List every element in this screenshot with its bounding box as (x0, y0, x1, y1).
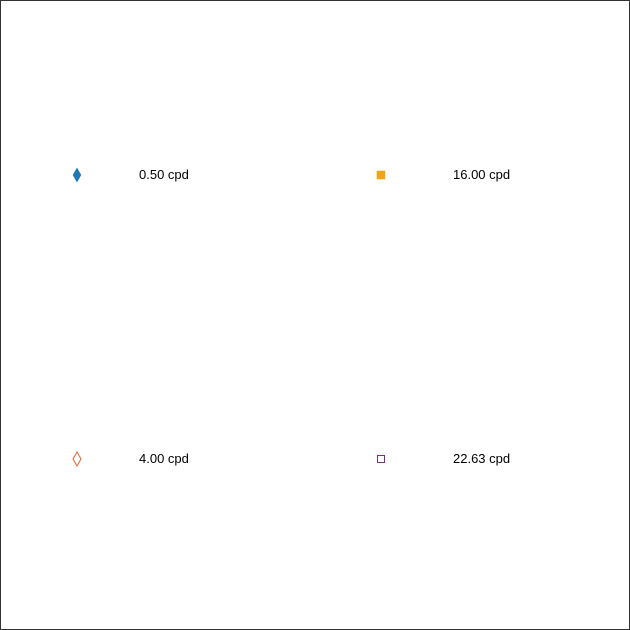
legend-marker-shape (376, 170, 386, 180)
legend-marker-shape (72, 450, 82, 468)
square-filled-icon (376, 170, 386, 180)
square-open-icon (377, 455, 385, 463)
legend-label: 16.00 cpd (453, 167, 511, 182)
diamond-open-icon (72, 450, 82, 468)
diamond-filled-icon (72, 167, 82, 183)
legend-marker-shape (377, 455, 385, 463)
legend-marker-shape (72, 167, 82, 183)
legend-label: 4.00 cpd (139, 451, 189, 466)
legend-label: 0.50 cpd (139, 167, 189, 182)
legend-label: 22.63 cpd (453, 451, 511, 466)
